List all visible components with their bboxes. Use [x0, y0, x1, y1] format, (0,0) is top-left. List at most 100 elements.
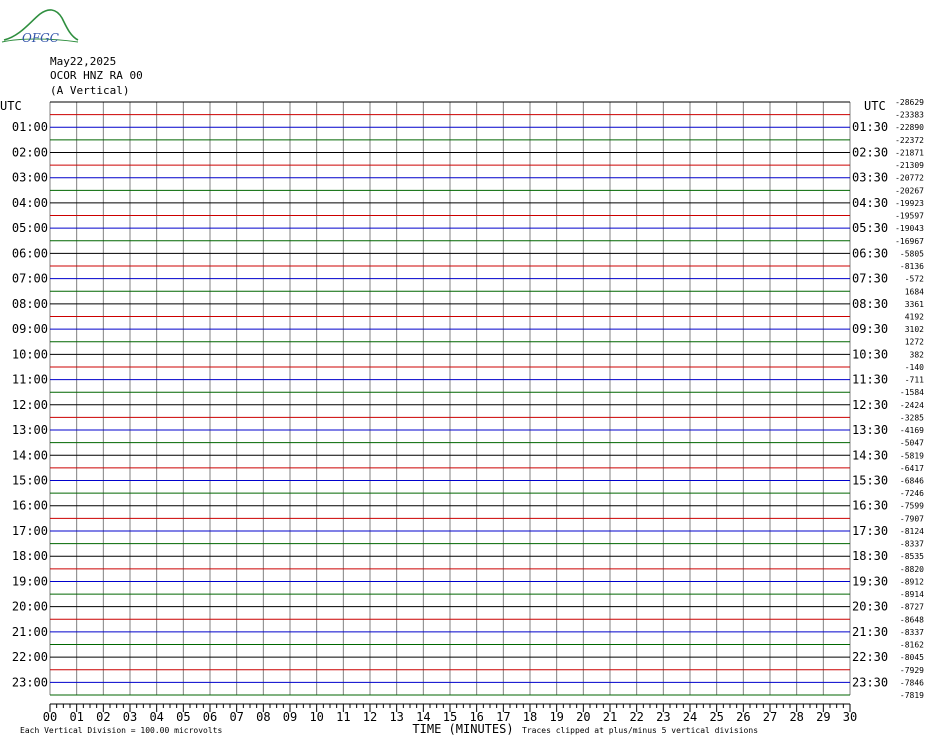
x-tick-label: 26	[736, 710, 750, 724]
hour-label-left: 19:00	[12, 574, 48, 588]
trace-offset-label: 3361	[905, 300, 924, 309]
trace-offset-label: -8820	[900, 565, 924, 574]
hour-label-left: 18:00	[12, 549, 48, 563]
trace-offset-label: -8136	[900, 262, 924, 271]
x-tick-label: 19	[549, 710, 563, 724]
hour-label-right: 14:30	[852, 448, 888, 462]
trace-offset-label: 1272	[905, 338, 924, 347]
x-tick-label: 06	[203, 710, 217, 724]
hour-label-right: 18:30	[852, 549, 888, 563]
x-tick-label: 21	[603, 710, 617, 724]
trace-offset-label: -21309	[895, 161, 924, 170]
hour-label-right: 10:30	[852, 347, 888, 361]
trace-offset-label: -21871	[895, 148, 924, 157]
hour-label-left: 05:00	[12, 221, 48, 235]
hour-label-right: 01:30	[852, 120, 888, 134]
trace-offset-label: -7819	[900, 691, 924, 700]
x-tick-label: 04	[149, 710, 163, 724]
trace-offset-label: -20772	[895, 174, 924, 183]
hour-label-left: 15:00	[12, 474, 48, 488]
trace-offset-label: -572	[905, 275, 924, 284]
trace-offset-label: -140	[905, 363, 924, 372]
hour-label-left: 11:00	[12, 373, 48, 387]
x-tick-label: 30	[843, 710, 857, 724]
trace-offset-label: -7246	[900, 489, 924, 498]
trace-offset-label: -19597	[895, 212, 924, 221]
hour-label-left: 20:00	[12, 600, 48, 614]
hour-label-right: 04:30	[852, 196, 888, 210]
x-tick-label: 22	[629, 710, 643, 724]
station-code: OCOR HNZ RA 00	[50, 69, 143, 82]
trace-offset-label: 3102	[905, 325, 924, 334]
x-tick-label: 12	[363, 710, 377, 724]
x-tick-label: 03	[123, 710, 137, 724]
x-tick-label: 01	[69, 710, 83, 724]
x-tick-label: 02	[96, 710, 110, 724]
trace-offset-label: -22890	[895, 123, 924, 132]
hour-label-left: 22:00	[12, 650, 48, 664]
x-tick-label: 28	[789, 710, 803, 724]
hour-label-right: 20:30	[852, 600, 888, 614]
hour-label-right: 02:30	[852, 145, 888, 159]
x-tick-label: 09	[283, 710, 297, 724]
hour-label-right: 09:30	[852, 322, 888, 336]
trace-offset-label: -2424	[900, 401, 924, 410]
trace-offset-label: -19923	[895, 199, 924, 208]
trace-offset-label: 4192	[905, 312, 924, 321]
x-tick-label: 25	[709, 710, 723, 724]
x-tick-label: 29	[816, 710, 830, 724]
trace-offset-label: -8914	[900, 590, 924, 599]
hour-label-left: 04:00	[12, 196, 48, 210]
x-tick-label: 07	[229, 710, 243, 724]
hour-label-left: 16:00	[12, 499, 48, 513]
hour-label-right: 23:30	[852, 675, 888, 689]
hour-label-left: 17:00	[12, 524, 48, 538]
trace-offset-label: -5047	[900, 439, 924, 448]
x-tick-label: 14	[416, 710, 430, 724]
left-axis-title: UTC	[0, 99, 22, 113]
hour-label-right: 06:30	[852, 246, 888, 260]
trace-offset-label: -4169	[900, 426, 924, 435]
svg-text:OFGC: OFGC	[22, 31, 59, 45]
x-tick-label: 10	[309, 710, 323, 724]
x-tick-label: 13	[389, 710, 403, 724]
x-tick-label: 24	[683, 710, 697, 724]
hour-label-left: 07:00	[12, 272, 48, 286]
trace-offset-label: -8912	[900, 577, 924, 586]
x-tick-label: 05	[176, 710, 190, 724]
trace-offset-label: -8124	[900, 527, 924, 536]
ofgc-logo: OFGC	[1, 9, 79, 45]
x-tick-label: 08	[256, 710, 270, 724]
trace-offset-label: -7907	[900, 514, 924, 523]
hour-label-right: 03:30	[852, 171, 888, 185]
x-tick-label: 17	[496, 710, 510, 724]
hour-label-left: 02:00	[12, 145, 48, 159]
hour-label-left: 23:00	[12, 675, 48, 689]
trace-offset-label: -8337	[900, 540, 924, 549]
x-tick-label: 16	[469, 710, 483, 724]
trace-offset-label: -22372	[895, 136, 924, 145]
x-tick-label: 11	[336, 710, 350, 724]
trace-offset-label: -5805	[900, 249, 924, 258]
trace-offset-label: 1684	[905, 287, 924, 296]
footer-clip-note: Traces clipped at plus/minus 5 vertical …	[522, 726, 758, 735]
hour-label-right: 05:30	[852, 221, 888, 235]
x-tick-label: 20	[576, 710, 590, 724]
trace-offset-label: -8648	[900, 615, 924, 624]
x-tick-label: 27	[763, 710, 777, 724]
trace-offset-label: -6417	[900, 464, 924, 473]
trace-offset-label: -16967	[895, 237, 924, 246]
hour-label-left: 06:00	[12, 246, 48, 260]
footer-scale-note: Each Vertical Division = 100.00 microvol…	[20, 726, 222, 735]
trace-offset-label: -711	[905, 376, 924, 385]
x-tick-label: 18	[523, 710, 537, 724]
x-tick-label: 23	[656, 710, 670, 724]
trace-offset-label: -19043	[895, 224, 924, 233]
trace-offset-label: -8045	[900, 653, 924, 662]
chart-date: May22,2025	[50, 55, 117, 68]
trace-offset-label: -3285	[900, 413, 924, 422]
hour-label-right: 13:30	[852, 423, 888, 437]
hour-label-right: 16:30	[852, 499, 888, 513]
hour-label-left: 12:00	[12, 398, 48, 412]
